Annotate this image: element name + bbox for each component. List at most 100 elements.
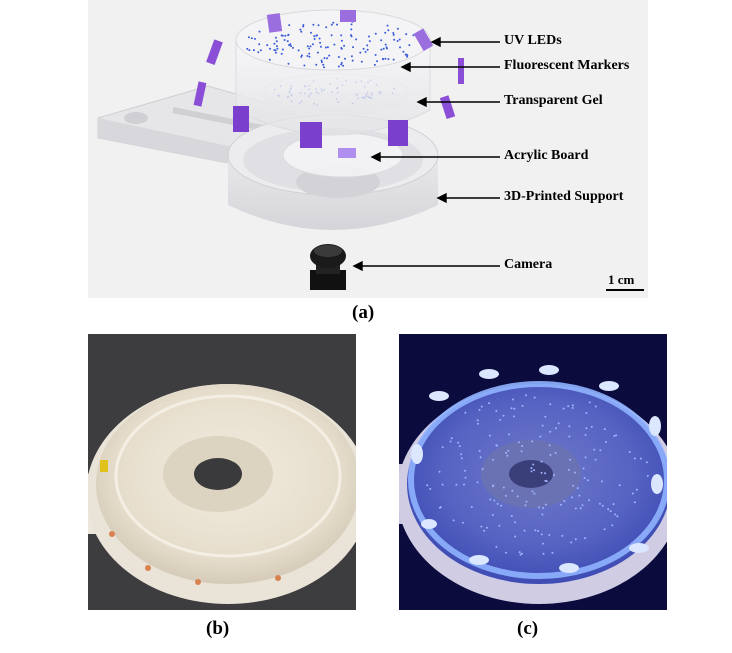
marker-dot [582,467,585,470]
marker-dot [337,65,340,68]
marker-dot [441,446,444,449]
marker-dot [340,39,343,42]
marker-dot [599,449,602,452]
marker-dot [460,457,463,460]
marker-dot [603,428,606,431]
marker-dot [562,407,565,410]
marker-dot [312,23,315,26]
marker-dot [572,484,575,487]
camera [310,244,346,290]
marker-dot [533,469,536,472]
marker-dot [525,394,527,397]
marker-dot [540,471,543,474]
marker-dot [326,46,329,49]
marker-dot [352,46,354,49]
marker-dot [518,551,521,554]
marker-dot [499,418,502,421]
marker-dot [524,504,527,507]
marker-dot [542,507,545,509]
marker-dot [316,51,319,54]
marker-dot [268,58,271,61]
marker-dot [323,66,325,69]
marker-dot [324,46,327,49]
marker-dot [300,54,303,57]
marker-dot [340,47,343,49]
marker-dot [505,551,508,554]
marker-dot [463,483,465,486]
marker-dot [308,55,311,58]
marker-dot [635,488,638,491]
uv-glow-ring [408,381,667,579]
marker-dot [479,456,482,459]
marker-dot [510,515,513,518]
marker-dot [393,38,396,41]
photo-unlit-panel [88,334,356,610]
marker-dot [246,47,249,50]
marker-dot [313,35,316,38]
marker-dot [548,534,551,536]
marker-dot [350,55,353,58]
marker-dot [476,422,479,425]
scale-bar-label: 1 cm [608,272,635,287]
marker-dot [450,437,453,440]
marker-dot [631,492,634,495]
uv-led [193,81,207,107]
marker-dot [281,48,284,51]
marker-dot [584,456,587,459]
marker-dot [478,450,481,452]
marker-dot [540,533,543,536]
marker-dot [252,49,255,52]
marker-dot [646,474,649,477]
marker-dot [337,56,340,58]
marker-dot [521,552,523,555]
marker-dot [258,30,261,33]
marker-dot [302,24,305,26]
marker-dot [280,52,283,55]
marker-dot [273,42,276,45]
marker-dot [382,57,385,60]
marker-dot [519,553,522,556]
marker-dot [274,49,277,52]
marker-dot [573,471,576,474]
marker-dot [280,34,283,37]
marker-dot [248,49,251,52]
marker-dot [520,450,523,453]
marker-dot [530,470,533,473]
marker-dot [384,57,387,60]
uv-led [338,148,356,158]
marker-dot [492,458,495,461]
marker-dot [311,43,314,46]
marker-dot [549,430,552,433]
marker-dot [549,453,552,456]
marker-dot [326,57,329,60]
marker-dot [544,503,547,506]
label-transparent-gel: Transparent Gel [504,93,603,108]
marker-dot [571,404,574,407]
marker-dot [488,434,491,437]
marker-dot [511,489,514,492]
marker-dot [405,53,408,56]
marker-dot [498,524,501,527]
marker-dot [521,404,524,407]
photo-uv-panel [399,334,667,610]
marker-dot [480,405,483,408]
marker-dot [588,499,591,502]
marker-dot [574,538,577,541]
marker-dot [508,433,510,436]
marker-dot [319,45,322,48]
marker-dot [299,28,302,31]
photo-unlit-svg [88,334,356,610]
marker-dot [557,422,560,425]
marker-dot [306,55,309,57]
marker-dot [568,425,571,428]
marker-dot [615,434,618,437]
label-fluorescent-markers: Fluorescent Markers [504,58,630,73]
marker-dot [340,61,343,64]
marker-dot [387,29,390,32]
marker-dot [313,38,316,40]
marker-dot [461,521,464,524]
marker-dot [530,467,533,470]
caption-b: (b) [206,618,230,639]
marker-dot [506,454,509,457]
marker-dot [601,504,604,507]
